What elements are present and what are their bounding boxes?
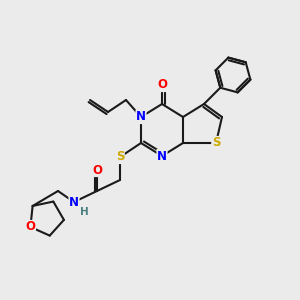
Text: O: O [92, 164, 102, 176]
Text: S: S [116, 151, 124, 164]
Text: N: N [136, 110, 146, 124]
Text: H: H [80, 207, 88, 217]
Text: N: N [69, 196, 79, 208]
Text: O: O [26, 220, 35, 233]
Text: O: O [157, 79, 167, 92]
Text: N: N [157, 149, 167, 163]
Text: S: S [212, 136, 220, 149]
